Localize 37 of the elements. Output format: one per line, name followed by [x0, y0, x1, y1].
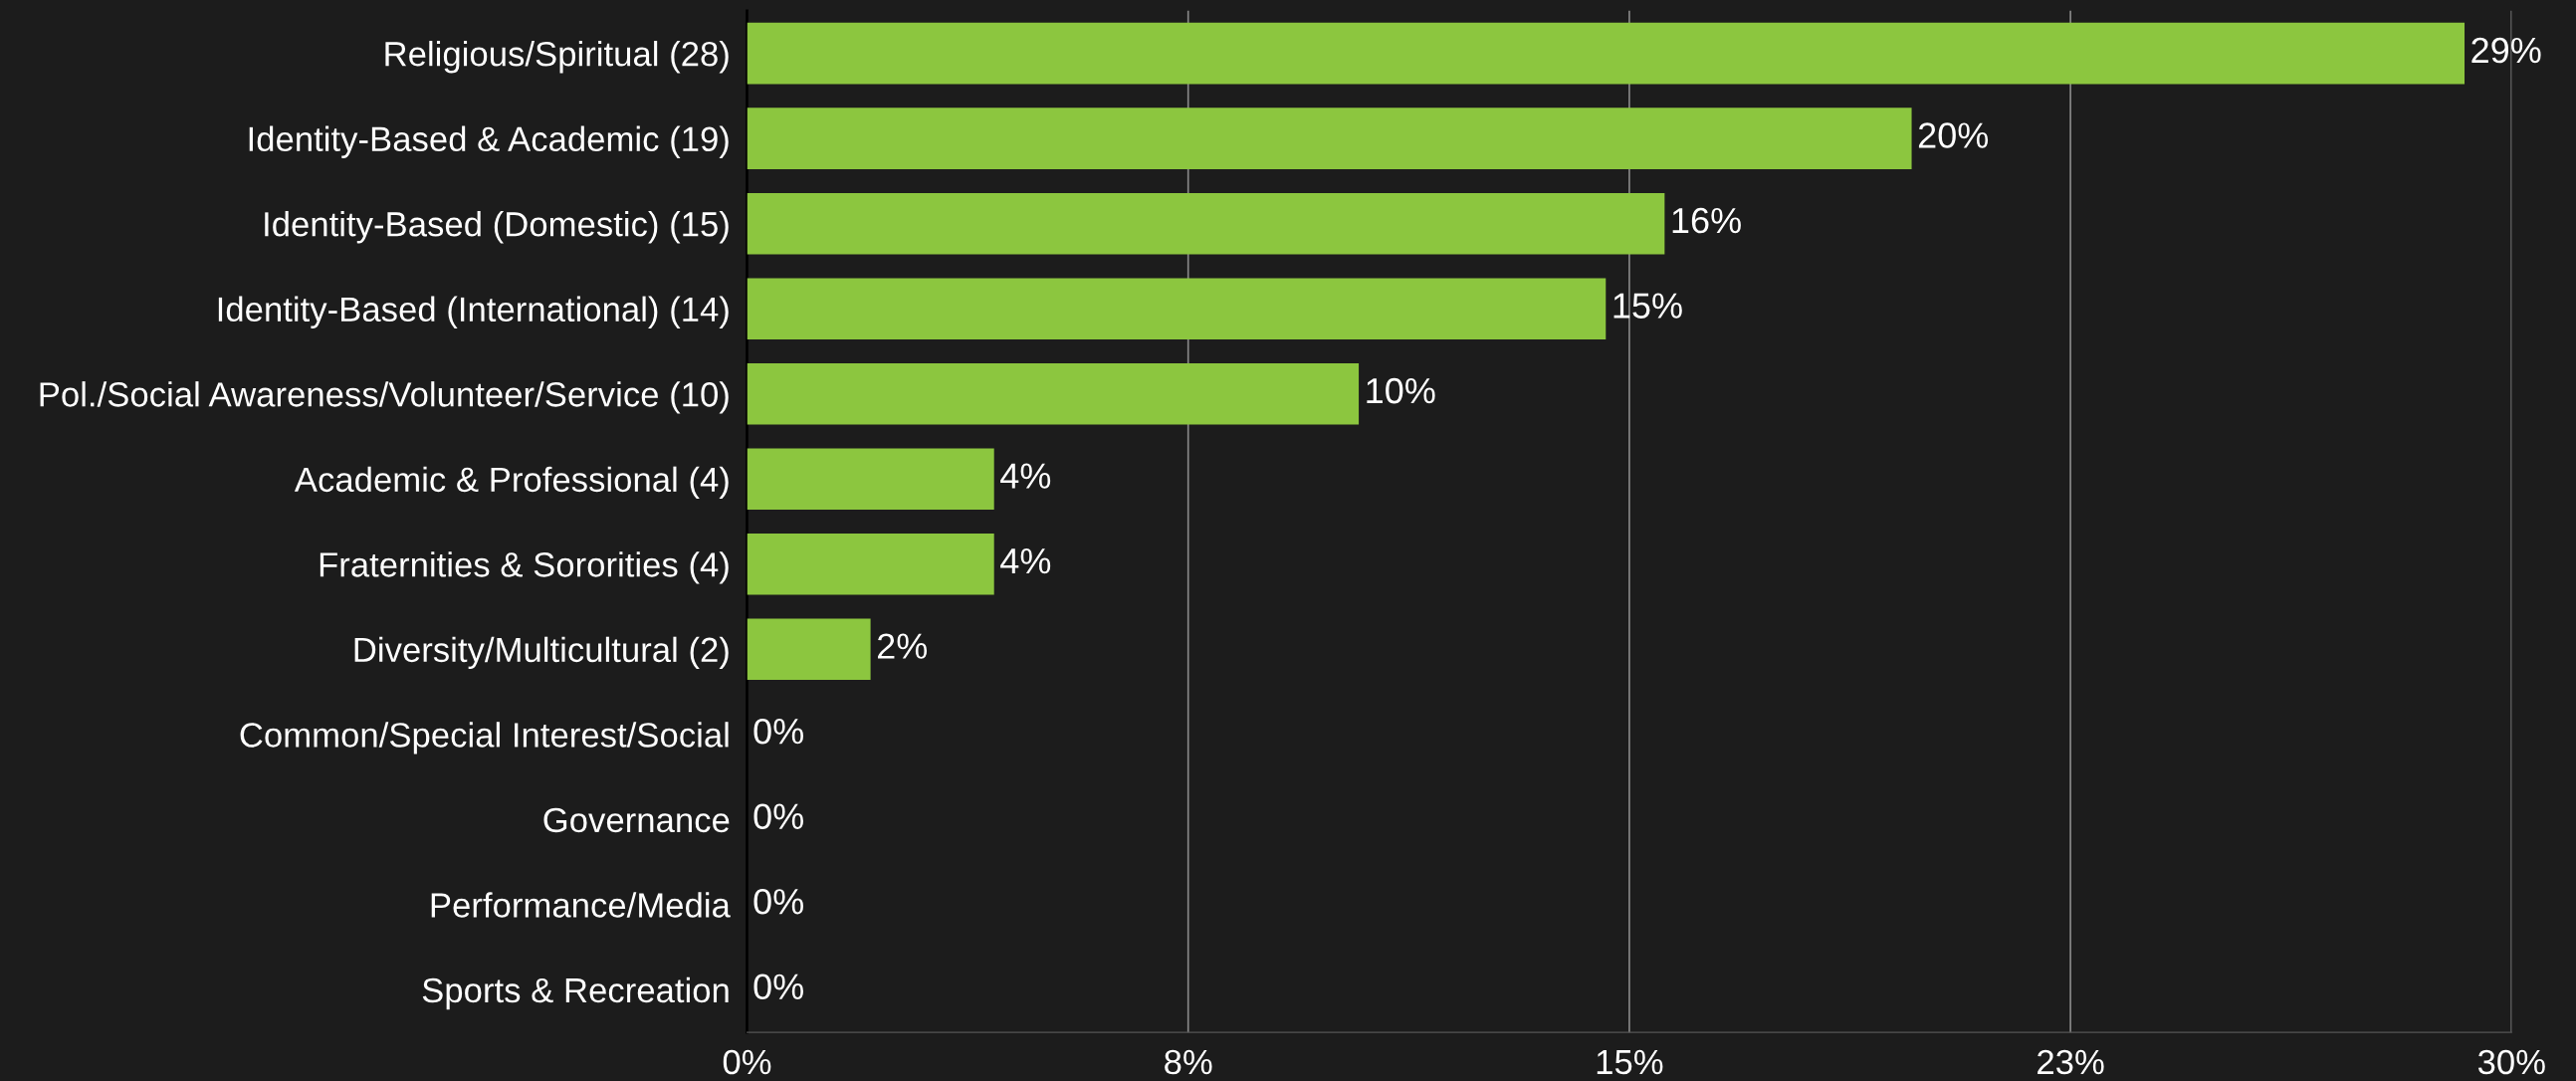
- data-label: 4%: [1000, 548, 1051, 574]
- y-tick-label: Identity-Based & Academic (19): [249, 125, 729, 158]
- data-label: 16%: [1672, 207, 1741, 234]
- bar: [747, 362, 1360, 425]
- data-label: 0%: [753, 718, 803, 745]
- bar: [747, 108, 1912, 169]
- data-label: 29%: [2471, 37, 2541, 64]
- data-label: 0%: [753, 973, 803, 1000]
- y-tick-label: Sports & Recreation: [422, 976, 729, 1010]
- data-label: 4%: [1000, 463, 1051, 489]
- y-tick-label: Identity-Based (International) (14): [218, 296, 729, 328]
- x-tick-label: 30%: [2477, 1049, 2545, 1075]
- y-tick-label: Pol./Social Awareness/Volunteer/Service (10): [40, 381, 729, 414]
- y-tick-label: Common/Special Interest/Social: [240, 722, 729, 755]
- bar: [747, 448, 994, 511]
- data-label: 20%: [1918, 122, 1989, 148]
- bar: [747, 22, 2466, 85]
- x-tick-label: 8%: [1165, 1049, 1212, 1075]
- data-label: 0%: [753, 803, 803, 830]
- bar: [747, 618, 871, 681]
- bar: [747, 192, 1665, 255]
- y-tick-label: Performance/Media: [431, 892, 731, 918]
- y-tick-label: Governance: [543, 807, 730, 833]
- x-tick-label: 15%: [1597, 1049, 1663, 1075]
- bar: [747, 278, 1607, 339]
- y-tick-label: Religious/Spiritual (28): [385, 41, 729, 74]
- y-tick-label: Academic & Professional (4): [294, 466, 729, 499]
- bar: [747, 533, 994, 595]
- data-label: 2%: [877, 633, 928, 659]
- data-label: 15%: [1613, 293, 1682, 319]
- x-tick-label: 23%: [2038, 1049, 2104, 1075]
- data-label: 10%: [1367, 377, 1435, 404]
- y-tick-label: Diversity/Multicultural (2): [354, 636, 729, 670]
- y-tick-label: Fraternities & Sororities (4): [320, 551, 729, 584]
- data-label: 0%: [753, 888, 803, 915]
- y-tick-label: Identity-Based (Domestic) (15): [265, 211, 729, 244]
- x-tick-label: 0%: [723, 1049, 771, 1075]
